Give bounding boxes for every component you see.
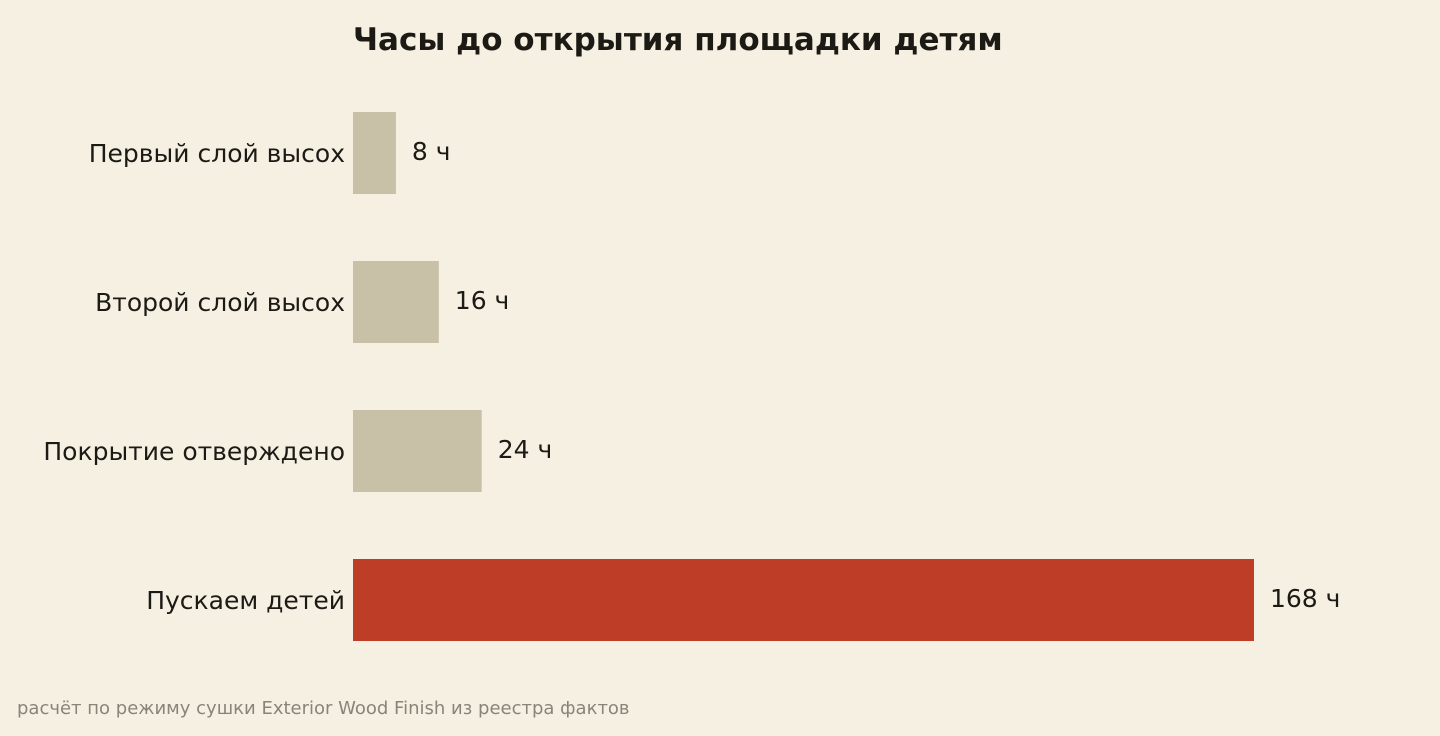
bar-2 (353, 261, 439, 343)
value-label-1: 8 ч (412, 137, 451, 166)
bar-3 (353, 410, 482, 492)
category-label-3: Покрытие отверждено (43, 437, 345, 466)
value-label-4: 168 ч (1270, 584, 1340, 613)
category-label-4: Пускаем детей (146, 586, 345, 615)
chart-title: Часы до открытия площадки детям (353, 22, 1003, 58)
category-label-1: Первый слой высох (89, 139, 345, 168)
bar-4 (353, 559, 1254, 641)
value-label-3: 24 ч (498, 435, 553, 464)
source-note: расчёт по режиму сушки Exterior Wood Fin… (17, 698, 630, 719)
value-label-2: 16 ч (455, 286, 510, 315)
bars-group: Первый слой высох 8 ч Второй слой высох 16 … (43, 112, 1340, 641)
category-label-2: Второй слой высох (95, 288, 345, 317)
bar-1 (353, 112, 396, 194)
